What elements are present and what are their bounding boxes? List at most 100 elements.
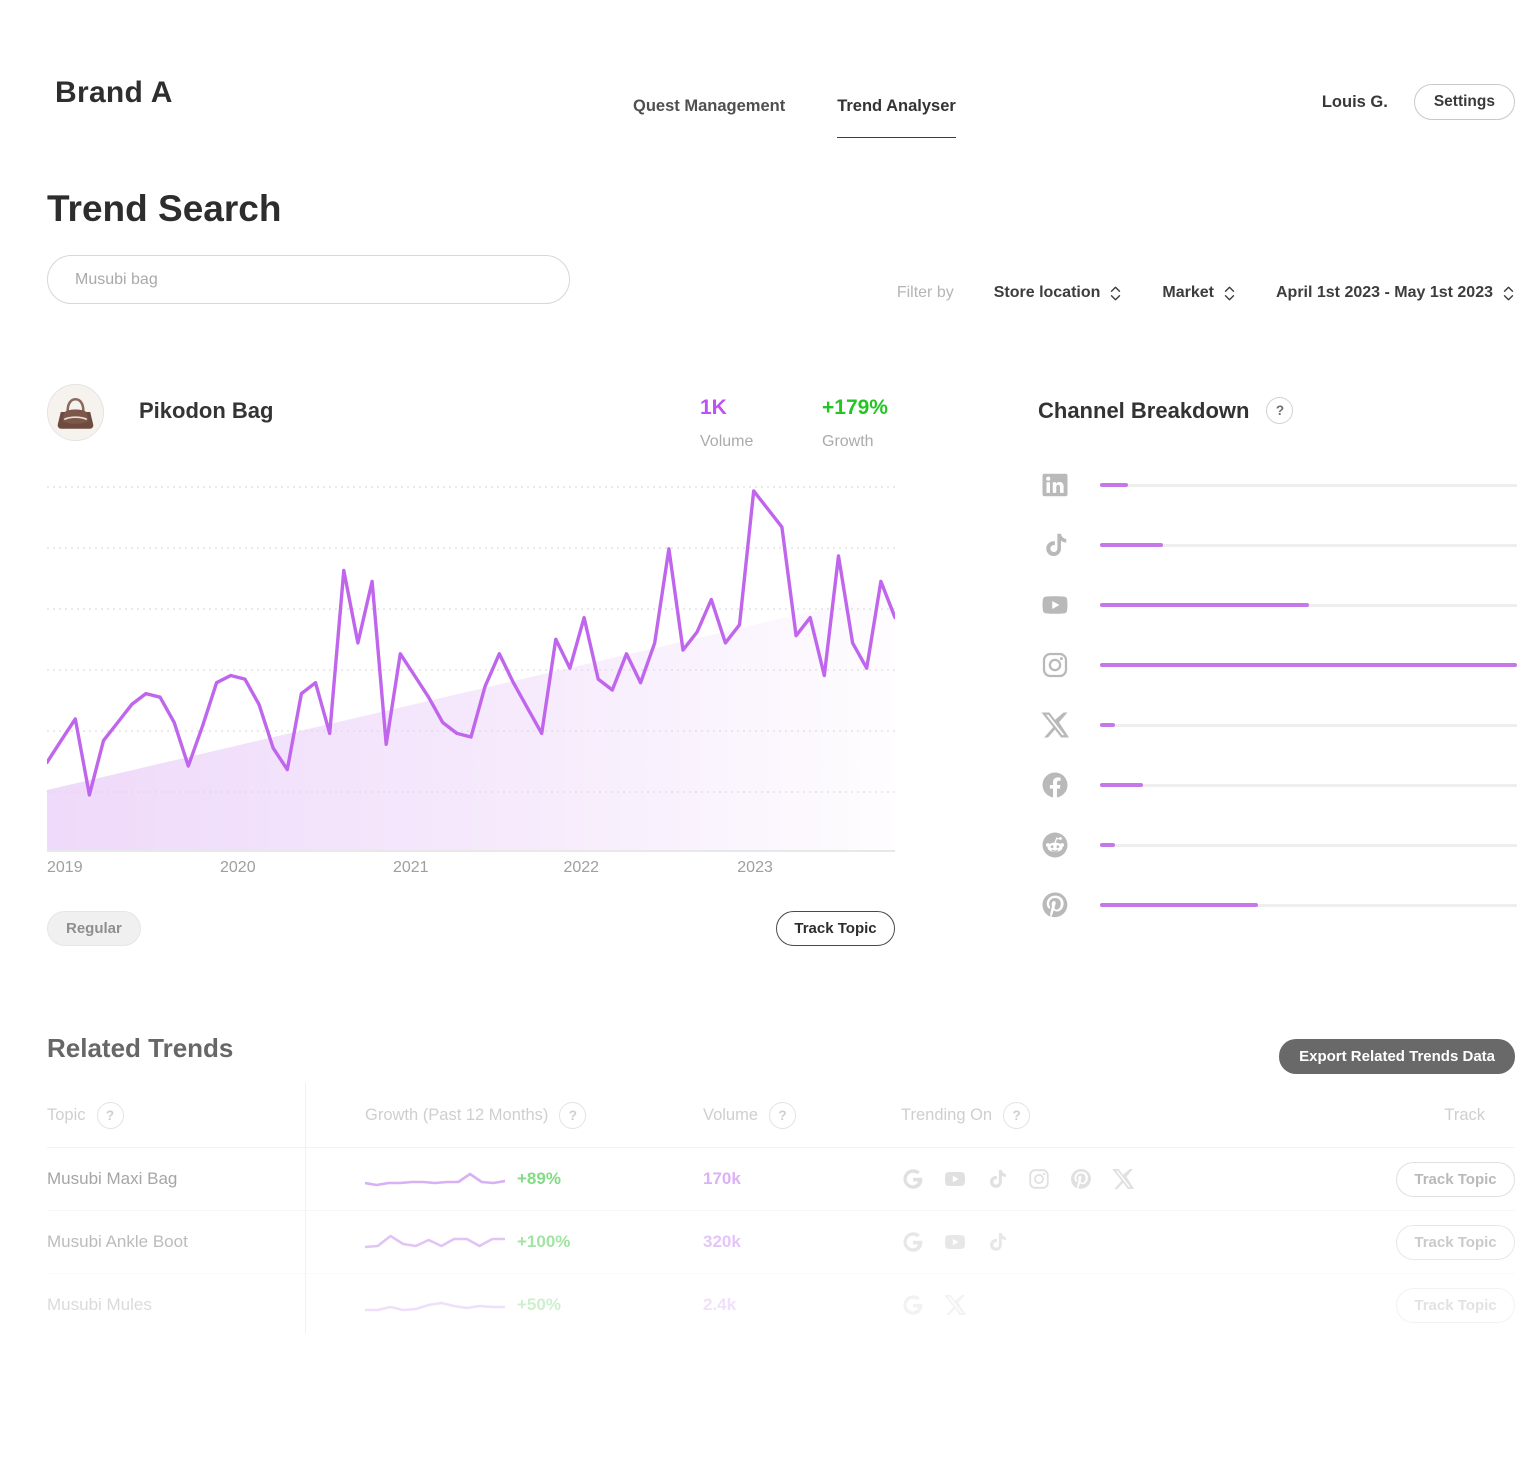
x-tick-label: 2022	[563, 859, 600, 876]
google-icon	[901, 1167, 925, 1191]
growth-cell: +50%	[365, 1294, 703, 1316]
track-cell: Track Topic	[1346, 1287, 1515, 1323]
column-label: Trending On	[901, 1105, 993, 1124]
growth-sparkline	[365, 1301, 505, 1312]
channel-bar-fill	[1100, 543, 1164, 547]
growth-percent: +89%	[517, 1169, 561, 1188]
sort-chevrons-icon	[1502, 285, 1515, 302]
tiktok-icon	[985, 1167, 1009, 1191]
trending-on-cell	[901, 1230, 1346, 1254]
filter-by-label: Filter by	[896, 284, 954, 301]
youtube-icon	[1038, 588, 1072, 622]
instagram-icon	[1038, 648, 1072, 682]
trend-line-chart	[45, 460, 897, 852]
trending-on-cell	[901, 1167, 1346, 1191]
sort-chevrons-icon	[1109, 285, 1122, 302]
main-nav: Quest Management Trend Analyser	[633, 97, 956, 138]
track-cell: Track Topic	[1346, 1224, 1515, 1260]
column-label: Growth (Past 12 Months)	[365, 1105, 549, 1124]
chart-x-axis: 2019 2020 2021 2022 2023	[47, 859, 895, 881]
volume-stat: 1K Volume	[700, 396, 753, 451]
track-cell: Track Topic	[1346, 1161, 1515, 1197]
tiktok-icon	[985, 1230, 1009, 1254]
settings-button[interactable]: Settings	[1413, 84, 1515, 120]
help-icon[interactable]: ?	[1003, 1101, 1031, 1129]
export-related-trends-button[interactable]: Export Related Trends Data	[1279, 1039, 1515, 1074]
x-icon	[1038, 708, 1072, 742]
column-header-growth-past-12-months: Growth (Past 12 Months)?	[365, 1101, 703, 1129]
channel-row-tiktok	[1038, 528, 1517, 562]
topic-cell: Musubi Mules	[47, 1295, 152, 1314]
related-trends-table: Topic? Growth (Past 12 Months)? Volume? Tre…	[47, 1083, 1515, 1336]
channel-breakdown-label: Channel Breakdown	[1038, 397, 1250, 423]
channel-bar-fill	[1100, 603, 1309, 607]
channel-bar-track	[1100, 483, 1517, 487]
related-trends-title: Related Trends	[47, 1033, 234, 1063]
channel-row-linkedin	[1038, 468, 1517, 502]
sort-chevrons-icon	[1223, 285, 1236, 302]
x-icon	[943, 1293, 967, 1317]
nav-tab-trend-analyser[interactable]: Trend Analyser	[837, 97, 956, 138]
volume-value: 1K	[700, 396, 727, 419]
youtube-icon	[943, 1167, 967, 1191]
youtube-icon	[943, 1230, 967, 1254]
help-icon[interactable]: ?	[1266, 397, 1294, 424]
x-tick-label: 2021	[392, 859, 429, 876]
volume-label: Volume	[700, 433, 754, 450]
help-icon[interactable]: ?	[96, 1101, 124, 1129]
channel-row-facebook	[1038, 768, 1517, 802]
channel-bar-track	[1100, 723, 1517, 727]
user-name[interactable]: Louis G.	[1321, 92, 1388, 111]
channel-list	[1038, 468, 1517, 948]
channel-bar-fill	[1100, 723, 1115, 727]
column-label: Topic	[47, 1105, 86, 1124]
channel-bar-fill	[1100, 663, 1517, 667]
x-tick-label: 2019	[47, 859, 83, 876]
volume-cell: 320k	[703, 1232, 741, 1251]
track-topic-button[interactable]: Track Topic	[776, 911, 895, 946]
filter-store-location[interactable]: Store location	[994, 284, 1123, 302]
channel-row-pinterest	[1038, 888, 1517, 922]
user-area: Louis G. Settings	[1322, 84, 1515, 120]
filter-value: Store location	[993, 284, 1101, 301]
track-topic-button[interactable]: Track Topic	[1396, 1224, 1515, 1260]
x-tick-label: 2020	[220, 859, 256, 876]
pinterest-icon	[1069, 1167, 1093, 1191]
growth-percent: +100%	[517, 1232, 571, 1251]
topic-cell: Musubi Maxi Bag	[47, 1169, 178, 1188]
channel-row-youtube	[1038, 588, 1517, 622]
filter-value: April 1st 2023 - May 1st 2023	[1275, 284, 1493, 301]
channel-bar-track	[1100, 903, 1517, 907]
pinterest-icon	[1038, 888, 1072, 922]
trend-avatar	[47, 384, 104, 441]
search-input[interactable]	[47, 255, 570, 304]
nav-tab-quest-management[interactable]: Quest Management	[633, 97, 786, 115]
channel-bar-track	[1100, 663, 1517, 667]
filter-market[interactable]: Market	[1162, 284, 1236, 302]
growth-stat: +179% Growth	[822, 396, 888, 451]
growth-sparkline	[365, 1234, 505, 1249]
track-topic-button[interactable]: Track Topic	[1396, 1287, 1515, 1323]
facebook-icon	[1038, 768, 1072, 802]
google-icon	[901, 1293, 925, 1317]
growth-value: +179%	[822, 396, 888, 419]
column-header-volume: Volume?	[703, 1101, 901, 1129]
help-icon[interactable]: ?	[769, 1101, 797, 1129]
regular-badge: Regular	[47, 911, 141, 946]
growth-cell: +89%	[365, 1168, 703, 1190]
filter-april-1st-2023-may-1st-2023[interactable]: April 1st 2023 - May 1st 2023	[1276, 284, 1515, 302]
growth-cell: +100%	[365, 1231, 703, 1253]
help-icon[interactable]: ?	[559, 1101, 587, 1129]
reddit-icon	[1038, 828, 1072, 862]
track-topic-button[interactable]: Track Topic	[1396, 1161, 1515, 1197]
channel-row-reddit	[1038, 828, 1517, 862]
growth-percent: +50%	[517, 1295, 561, 1314]
table-row-musubi-mules: Musubi Mules +50% 2.4k Track Topic	[47, 1273, 1515, 1336]
channel-row-instagram	[1038, 648, 1517, 682]
table-row-musubi-ankle-boot: Musubi Ankle Boot +100% 320k Track Topic	[47, 1210, 1515, 1273]
channel-bar-fill	[1100, 783, 1144, 787]
growth-sparkline	[365, 1172, 505, 1187]
filter-row: Filter by Store location Market April 1st …	[897, 284, 1515, 302]
volume-cell: 170k	[703, 1169, 741, 1188]
